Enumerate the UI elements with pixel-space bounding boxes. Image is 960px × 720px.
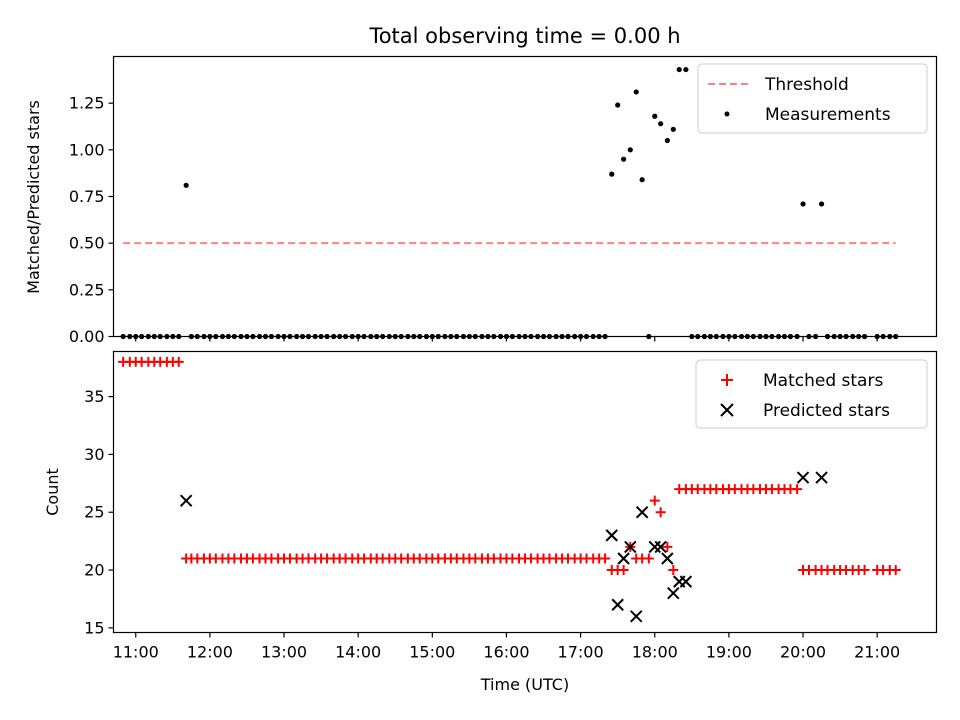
- top-x-ticks: [135, 336, 878, 342]
- predicted-point-2: [611, 598, 624, 611]
- legend-matched-marker: [721, 374, 733, 386]
- bottom-y-tick-label-0: 15: [84, 618, 104, 637]
- top-legend-box: [697, 63, 928, 134]
- chart-title: Total observing time = 0.00 h: [368, 24, 680, 48]
- x-axis-label: Time (UTC): [480, 675, 569, 694]
- predicted-point-4: [624, 540, 637, 554]
- predicted-point-0: [179, 494, 193, 507]
- bottom-x-tick-label-8: 19:00: [706, 643, 752, 662]
- bottom-x-tick-label-5: 16:00: [483, 643, 529, 662]
- top-y-tick-label-3: 0.75: [69, 187, 105, 206]
- measurement-point-79: [609, 171, 615, 177]
- legend-predicted-marker: [720, 403, 734, 417]
- predicted-point-13: [796, 471, 810, 484]
- measurement-point-84: [639, 177, 645, 183]
- bottom-x-tick-label-7: 18:00: [632, 643, 678, 662]
- legend-threshold-label: Threshold: [764, 75, 849, 95]
- bottom-x-tick-label-6: 17:00: [558, 643, 604, 662]
- bottom-panel-frame: [112, 350, 938, 634]
- predicted-point-9: [661, 552, 674, 565]
- measurement-point-110: [800, 201, 806, 207]
- predicted-point-3: [617, 552, 630, 565]
- bottom-y-tick-label-1: 20: [84, 561, 104, 580]
- top-y-tick-label-1: 0.25: [69, 280, 105, 299]
- top-y-axis-label: Matched/Predicted stars: [24, 100, 43, 294]
- legend-predicted-label: Predicted stars: [763, 401, 890, 421]
- legend-measurements-marker: [724, 111, 730, 117]
- top-panel: 0.00 0.25 0.50 0.75 1.00 1.25 Matched/Predict…: [24, 55, 938, 346]
- matched-point-87: [655, 507, 666, 518]
- bottom-data-layer: [118, 356, 901, 623]
- predicted-point-8: [654, 540, 667, 554]
- bottom-x-tick-label-9: 20:00: [780, 643, 826, 662]
- bottom-panel: 15 20 25 30 35 11:00 12:00 13:00 14:00 15:00 16:0…: [43, 350, 938, 694]
- matched-point-78: [600, 553, 611, 564]
- measurement-point-82: [627, 147, 633, 153]
- measurement-point-113: [818, 201, 825, 207]
- legend-matched-label: Matched stars: [763, 371, 883, 391]
- matched-point-9: [173, 356, 184, 367]
- top-y-ticks: 0.00 0.25 0.50 0.75 1.00 1.25: [69, 94, 114, 346]
- measurement-point-91: [683, 66, 689, 73]
- matched-point-109: [792, 484, 803, 495]
- matched-point-89: [668, 565, 679, 576]
- predicted-point-10: [667, 586, 680, 600]
- bottom-y-axis-label: Count: [43, 468, 62, 516]
- matched-point-124: [890, 565, 901, 576]
- bottom-legend-box: [695, 359, 928, 429]
- bottom-x-tick-label-2: 13:00: [261, 643, 307, 662]
- bottom-legend: Matched stars Predicted stars: [695, 359, 928, 429]
- predicted-point-14: [815, 471, 828, 484]
- bottom-y-tick-label-2: 25: [84, 503, 104, 522]
- predicted-point-1: [605, 529, 618, 542]
- matched-point-120: [859, 565, 870, 576]
- bottom-x-tick-label-1: 12:00: [187, 643, 233, 662]
- measurement-point-80: [615, 102, 621, 108]
- bottom-x-tick-label-0: 11:00: [113, 643, 159, 662]
- legend-measurements-label: Measurements: [765, 105, 891, 125]
- predicted-point-6: [635, 506, 649, 519]
- bottom-x-ticks: 11:00 12:00 13:00 14:00 15:00 16:00 17:00 18:00…: [113, 632, 900, 662]
- top-data-layer: [120, 66, 899, 340]
- bottom-x-tick-label-10: 21:00: [854, 643, 900, 662]
- measurement-point-10: [183, 182, 189, 188]
- measurement-point-87: [658, 121, 664, 127]
- measurement-point-88: [664, 137, 670, 144]
- bottom-y-ticks: 15 20 25 30 35: [84, 387, 114, 637]
- measurement-point-81: [621, 156, 627, 162]
- predicted-point-5: [630, 610, 643, 623]
- measurement-point-83: [633, 89, 639, 95]
- matched-point-88: [662, 541, 673, 552]
- predicted-point-12: [679, 575, 693, 588]
- bottom-y-tick-label-3: 30: [84, 445, 104, 464]
- bottom-x-tick-label-4: 15:00: [409, 643, 455, 662]
- top-y-tick-label-2: 0.50: [69, 234, 105, 253]
- matched-point-85: [643, 553, 654, 564]
- top-y-tick-label-0: 0.00: [69, 327, 105, 346]
- top-y-tick-label-5: 1.25: [69, 94, 105, 113]
- measurement-point-86: [652, 113, 658, 119]
- top-y-tick-label-4: 1.00: [69, 140, 105, 159]
- top-legend: Threshold Measurements: [697, 63, 928, 134]
- matched-point-81: [618, 565, 629, 576]
- measurement-point-89: [670, 126, 676, 132]
- bottom-y-tick-label-4: 35: [84, 387, 104, 406]
- bottom-x-tick-label-3: 14:00: [335, 643, 381, 662]
- measurement-point-90: [676, 66, 682, 73]
- matched-point-86: [649, 495, 660, 506]
